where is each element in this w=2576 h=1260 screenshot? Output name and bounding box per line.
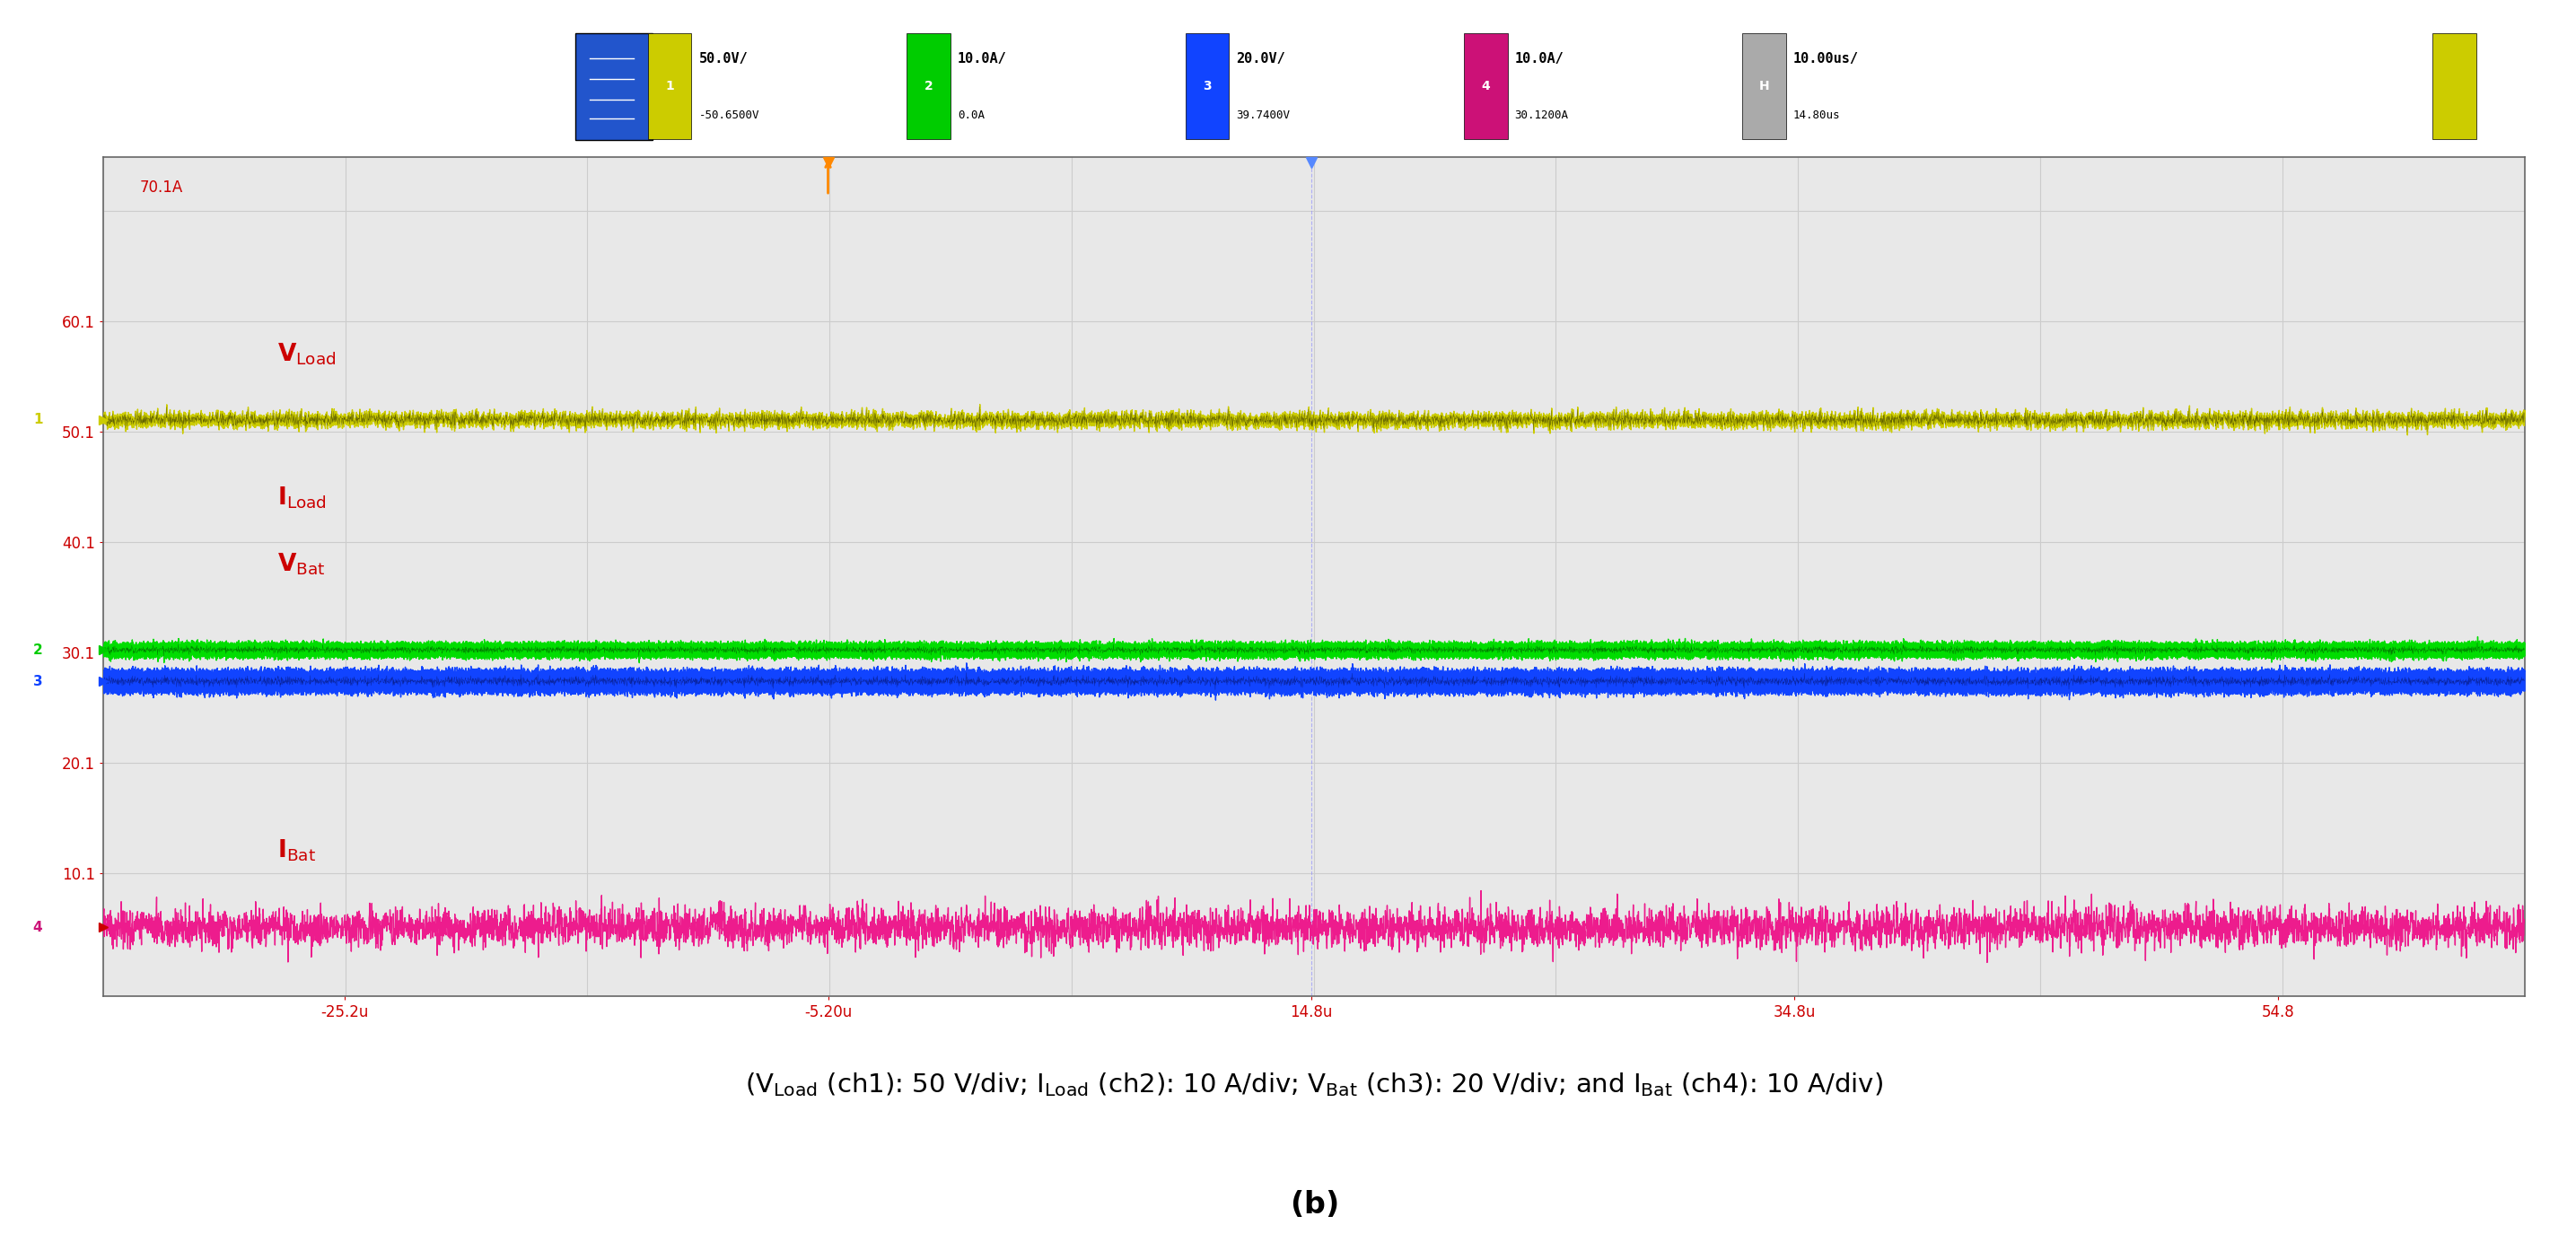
FancyBboxPatch shape <box>1185 33 1229 140</box>
Text: 2: 2 <box>33 643 41 656</box>
FancyBboxPatch shape <box>574 33 652 140</box>
FancyBboxPatch shape <box>2432 33 2476 140</box>
Text: 1: 1 <box>33 413 41 426</box>
FancyBboxPatch shape <box>1463 33 1507 140</box>
Text: 10.00us/: 10.00us/ <box>1793 52 1860 66</box>
Text: 1: 1 <box>665 81 675 92</box>
Text: 14.80us: 14.80us <box>1793 110 1839 121</box>
Text: V$_{\rm Bat}$: V$_{\rm Bat}$ <box>278 551 325 577</box>
FancyBboxPatch shape <box>907 33 951 140</box>
Text: (V$_{\rm Load}$ (ch1): 50 V/div; I$_{\rm Load}$ (ch2): 10 A/div; V$_{\rm Bat}$ (: (V$_{\rm Load}$ (ch1): 50 V/div; I$_{\rm… <box>744 1071 1883 1099</box>
Text: 10.0A/: 10.0A/ <box>1515 52 1564 66</box>
Text: 70.1A: 70.1A <box>139 179 183 195</box>
Text: 20.0V/: 20.0V/ <box>1236 52 1285 66</box>
Text: 30.1200A: 30.1200A <box>1515 110 1569 121</box>
Text: $\mathbf{(b)}$: $\mathbf{(b)}$ <box>1291 1189 1337 1220</box>
Text: -50.6500V: -50.6500V <box>698 110 760 121</box>
Text: 50.0V/: 50.0V/ <box>698 52 747 66</box>
FancyBboxPatch shape <box>649 33 690 140</box>
Text: 3: 3 <box>33 674 41 688</box>
Text: 3: 3 <box>1203 81 1211 92</box>
Text: 4: 4 <box>1481 81 1489 92</box>
FancyBboxPatch shape <box>1741 33 1785 140</box>
Text: 10.0A/: 10.0A/ <box>958 52 1007 66</box>
Text: V$_{\rm Load}$: V$_{\rm Load}$ <box>278 341 335 367</box>
Text: 39.7400V: 39.7400V <box>1236 110 1291 121</box>
Text: I$_{\rm Load}$: I$_{\rm Load}$ <box>278 485 327 510</box>
Text: 4: 4 <box>33 921 41 934</box>
Text: 2: 2 <box>925 81 933 92</box>
Text: I$_{\rm Bat}$: I$_{\rm Bat}$ <box>278 838 317 863</box>
Text: 0.0A: 0.0A <box>958 110 984 121</box>
Text: H: H <box>1759 81 1770 92</box>
